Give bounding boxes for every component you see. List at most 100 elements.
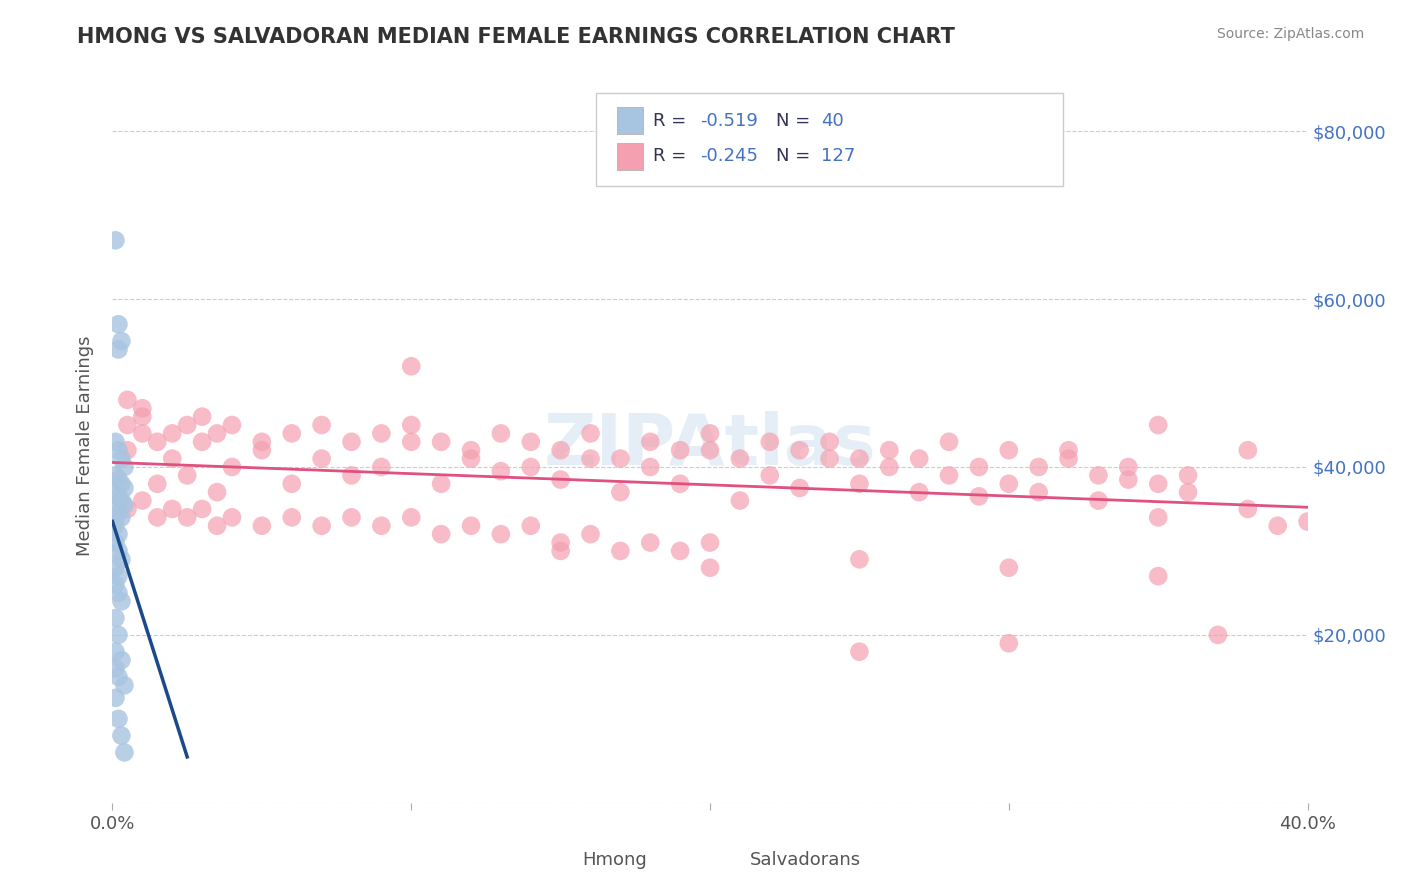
Point	[205, 485, 228, 500]
Point	[489, 426, 512, 441]
Point	[191, 502, 214, 516]
Point	[131, 426, 153, 441]
Point	[107, 489, 129, 503]
Text: -0.519: -0.519	[700, 112, 758, 129]
Point	[340, 468, 363, 483]
FancyBboxPatch shape	[554, 851, 581, 872]
FancyBboxPatch shape	[617, 143, 643, 169]
Point	[401, 417, 423, 432]
Text: Source: ZipAtlas.com: Source: ZipAtlas.com	[1216, 27, 1364, 41]
Point	[370, 518, 392, 533]
Point	[110, 493, 132, 508]
Point	[1147, 417, 1170, 432]
Point	[789, 481, 811, 495]
Point	[550, 544, 572, 558]
Text: 40: 40	[821, 112, 844, 129]
Point	[789, 443, 811, 458]
Point	[370, 460, 392, 475]
Point	[640, 460, 662, 475]
Point	[340, 510, 363, 524]
Point	[1028, 460, 1050, 475]
Point	[104, 518, 127, 533]
Point	[848, 451, 870, 466]
Point	[162, 502, 183, 516]
Point	[579, 451, 602, 466]
Point	[728, 493, 751, 508]
Point	[107, 628, 129, 642]
Point	[104, 560, 127, 574]
Point	[550, 443, 572, 458]
Point	[110, 476, 132, 491]
Point	[370, 426, 392, 441]
Point	[1087, 493, 1109, 508]
Point	[848, 552, 870, 566]
Point	[1057, 443, 1080, 458]
Point	[967, 489, 990, 503]
Point	[848, 476, 870, 491]
Point	[281, 476, 304, 491]
Point	[489, 527, 512, 541]
Point	[728, 451, 751, 466]
Point	[191, 409, 214, 424]
Text: R =  -0.245   N = 127: R = -0.245 N = 127	[638, 143, 832, 161]
Point	[818, 434, 841, 449]
Text: N =: N =	[776, 147, 815, 165]
Point	[1057, 451, 1080, 466]
Point	[110, 510, 132, 524]
Point	[250, 443, 273, 458]
Text: -0.245: -0.245	[700, 147, 758, 165]
Point	[221, 510, 243, 524]
Point	[311, 417, 333, 432]
Point	[998, 636, 1021, 650]
Point	[759, 468, 782, 483]
Text: 127: 127	[821, 147, 855, 165]
Point	[146, 434, 169, 449]
Point	[162, 451, 183, 466]
Point	[107, 527, 129, 541]
Point	[131, 409, 153, 424]
Point	[520, 518, 543, 533]
Point	[131, 401, 153, 416]
Point	[114, 746, 135, 760]
Point	[430, 434, 453, 449]
Point	[1147, 569, 1170, 583]
Point	[460, 518, 482, 533]
Point	[401, 359, 423, 374]
Point	[550, 535, 572, 549]
Point	[938, 434, 960, 449]
Point	[520, 434, 543, 449]
Point	[110, 594, 132, 608]
Point	[104, 577, 127, 591]
Point	[879, 460, 901, 475]
Point	[176, 468, 198, 483]
Point	[967, 460, 990, 475]
Point	[110, 552, 132, 566]
Point	[107, 473, 129, 487]
Point	[908, 451, 931, 466]
Point	[104, 690, 127, 705]
Point	[340, 434, 363, 449]
Point	[311, 518, 333, 533]
Point	[107, 569, 129, 583]
Point	[221, 417, 243, 432]
Point	[311, 451, 333, 466]
FancyBboxPatch shape	[752, 851, 778, 872]
Point	[1118, 473, 1140, 487]
Point	[1206, 628, 1229, 642]
Text: HMONG VS SALVADORAN MEDIAN FEMALE EARNINGS CORRELATION CHART: HMONG VS SALVADORAN MEDIAN FEMALE EARNIN…	[77, 27, 955, 46]
Point	[401, 510, 423, 524]
Point	[550, 473, 572, 487]
Y-axis label: Median Female Earnings: Median Female Earnings	[76, 335, 94, 557]
Point	[908, 485, 931, 500]
Point	[250, 518, 273, 533]
Point	[104, 485, 127, 500]
Point	[176, 510, 198, 524]
Point	[104, 535, 127, 549]
Point	[699, 560, 721, 574]
Point	[146, 510, 169, 524]
FancyBboxPatch shape	[596, 93, 1063, 186]
Point	[110, 653, 132, 667]
Text: Salvadorans: Salvadorans	[749, 851, 862, 869]
Point	[609, 485, 631, 500]
Point	[430, 527, 453, 541]
